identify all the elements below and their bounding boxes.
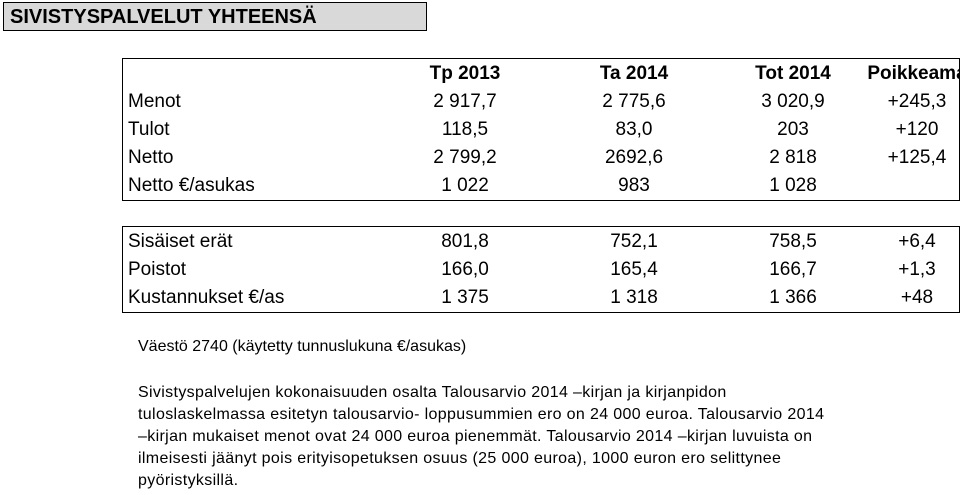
cell-value: 203 bbox=[777, 119, 809, 140]
cell-value: +125,4 bbox=[887, 147, 947, 168]
table-row: Poistot 166,0 165,4 166,7 +1,3 bbox=[123, 255, 959, 283]
row-label: Poistot bbox=[128, 259, 187, 280]
paragraph-line: pyöristyksillä. bbox=[138, 472, 239, 489]
cell-value: 1 318 bbox=[610, 287, 658, 308]
cell-value: +1,3 bbox=[898, 259, 936, 280]
paragraph-line: Sivistyspalvelujen kokonaisuuden osalta … bbox=[138, 384, 727, 401]
row-label: Sisäiset erät bbox=[128, 231, 233, 252]
cell-value: 118,5 bbox=[441, 119, 489, 140]
table-row: Sisäiset erät 801,8 752,1 758,5 +6,4 bbox=[123, 227, 959, 255]
population-note: Väestö 2740 (käytetty tunnuslukuna €/asu… bbox=[138, 338, 467, 355]
cell-value: 1 022 bbox=[441, 175, 489, 196]
paragraph-line: –kirjan mukaiset menot ovat 24 000 euroa… bbox=[138, 428, 813, 445]
table-row: Tulot 118,5 83,0 203 +120 bbox=[123, 115, 959, 143]
header-tp-2013: Tp 2013 bbox=[429, 63, 501, 84]
cell-value: +48 bbox=[900, 287, 934, 308]
cell-value: 2 818 bbox=[769, 147, 817, 168]
cell-value: 3 020,9 bbox=[761, 91, 825, 112]
cell-value: 166,7 bbox=[769, 259, 817, 280]
section-title-box: SIVISTYSPALVELUT YHTEENSÄ bbox=[3, 2, 427, 31]
cell-value: 752,1 bbox=[610, 231, 658, 252]
row-label: Tulot bbox=[128, 119, 170, 140]
table-row: Menot 2 917,7 2 775,6 3 020,9 +245,3 bbox=[123, 87, 959, 115]
cell-value: 166,0 bbox=[441, 259, 489, 280]
cell-value: 1 366 bbox=[769, 287, 817, 308]
summary-table: Tp 2013 Ta 2014 Tot 2014 Poikkeama Menot… bbox=[122, 58, 960, 201]
cell-value: +120 bbox=[895, 119, 939, 140]
table-header-row: Tp 2013 Ta 2014 Tot 2014 Poikkeama bbox=[123, 59, 960, 87]
cell-value: +6,4 bbox=[898, 231, 936, 252]
detail-table: Sisäiset erät 801,8 752,1 758,5 +6,4 Poi… bbox=[122, 226, 960, 313]
cell-value: 83,0 bbox=[615, 119, 653, 140]
paragraph-line: ilmeisesti jäänyt pois erityisopetuksen … bbox=[138, 450, 782, 467]
row-label: Netto bbox=[128, 147, 174, 168]
cell-value: 983 bbox=[618, 175, 650, 196]
cell-value: 2692,6 bbox=[604, 147, 664, 168]
cell-value: 758,5 bbox=[769, 231, 817, 252]
row-label: Kustannukset €/as bbox=[128, 287, 285, 308]
paragraph-line: tuloslaskelmassa esitetyn talousarvio- l… bbox=[138, 406, 825, 423]
table-row: Kustannukset €/as 1 375 1 318 1 366 +48 bbox=[123, 283, 959, 311]
explanation-paragraph: Sivistyspalvelujen kokonaisuuden osalta … bbox=[138, 382, 948, 492]
cell-value: +245,3 bbox=[887, 91, 947, 112]
table-row: Netto €/asukas 1 022 983 1 028 bbox=[123, 171, 959, 199]
header-tot-2014: Tot 2014 bbox=[755, 63, 831, 84]
cell-value: 801,8 bbox=[441, 231, 489, 252]
section-title: SIVISTYSPALVELUT YHTEENSÄ bbox=[10, 6, 317, 28]
row-label: Netto €/asukas bbox=[128, 175, 255, 196]
cell-value: 2 917,7 bbox=[433, 91, 497, 112]
cell-value: 1 028 bbox=[769, 175, 817, 196]
cell-value: 165,4 bbox=[610, 259, 658, 280]
cell-value: 2 775,6 bbox=[602, 91, 666, 112]
table-row: Netto 2 799,2 2692,6 2 818 +125,4 bbox=[123, 143, 959, 171]
cell-value: 2 799,2 bbox=[433, 147, 497, 168]
header-poikkeama: Poikkeama bbox=[867, 63, 960, 84]
header-ta-2014: Ta 2014 bbox=[599, 63, 669, 84]
row-label: Menot bbox=[128, 91, 181, 112]
cell-value: 1 375 bbox=[441, 287, 489, 308]
